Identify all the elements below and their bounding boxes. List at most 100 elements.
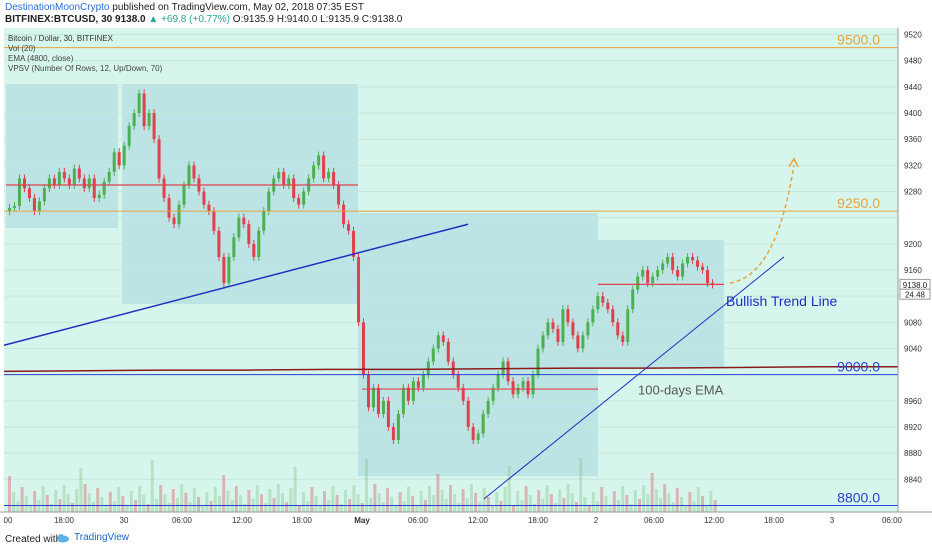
candle (626, 309, 630, 342)
volume-bar (54, 490, 58, 512)
current-price-tag-text: 9138.0 (903, 281, 928, 290)
candle (566, 309, 570, 323)
volume-bar (205, 492, 209, 512)
volume-bar (335, 495, 339, 512)
volume-bar (20, 487, 24, 512)
candle (252, 243, 256, 257)
volume-bar (423, 500, 427, 512)
volume-bar (680, 497, 683, 512)
candle (192, 165, 196, 179)
volume-bar (188, 502, 192, 512)
volume-bar (692, 501, 696, 512)
level-label: 8800.0 (837, 489, 880, 505)
time-tick-label: 18:00 (764, 516, 785, 525)
volume-bar (671, 502, 675, 512)
volume-bar (407, 487, 410, 512)
volume-bar (184, 493, 188, 512)
volume-bar (591, 492, 595, 512)
candle (277, 171, 281, 179)
volume-bar (66, 494, 70, 512)
volume-bar (600, 487, 604, 512)
candle (386, 400, 390, 427)
candle (232, 237, 236, 257)
volume-bar (621, 486, 625, 512)
candle (601, 296, 605, 303)
candle (541, 335, 545, 349)
candle (77, 168, 81, 179)
candle (531, 374, 535, 395)
candle (396, 413, 400, 441)
volume-bar (398, 492, 402, 512)
footer: Created with TradingView (0, 530, 932, 550)
volume-bar (323, 491, 326, 512)
annotation-ema: 100-days EMA (638, 382, 724, 397)
candle (42, 188, 46, 202)
volume-bar (566, 484, 570, 512)
level-label: 9250.0 (837, 195, 880, 211)
price-axis (898, 28, 932, 512)
price-tick-label: 9440 (904, 83, 922, 92)
volume-profile-box (6, 84, 118, 228)
candle (711, 283, 715, 285)
volume-bar (167, 503, 171, 512)
candle (641, 270, 645, 277)
candle (661, 263, 665, 270)
candle (431, 348, 435, 362)
candle (352, 230, 356, 257)
volume-bar (150, 460, 154, 512)
volume-bar (352, 485, 356, 512)
candle (297, 198, 301, 205)
volume-bar (524, 486, 528, 512)
candle (581, 335, 585, 349)
secondary-price-tag (899, 288, 931, 300)
volume-bar (125, 505, 129, 512)
candle (87, 178, 91, 189)
price-tick-label: 9040 (904, 344, 922, 353)
candle (302, 191, 306, 205)
candle (312, 165, 316, 179)
legend-vol: Vol (20) (8, 44, 36, 53)
volume-bar (264, 503, 268, 512)
price-tick-label: 9160 (904, 266, 922, 275)
volume-bar (579, 458, 583, 512)
volume-bar (675, 488, 679, 512)
volume-bar (306, 501, 310, 512)
candle (267, 191, 271, 212)
volume-bar (709, 491, 713, 512)
created-with-text: Created with (5, 534, 62, 545)
candle (461, 387, 465, 401)
volume-bar (197, 497, 200, 512)
volume-bar (642, 485, 646, 512)
candle (676, 270, 680, 277)
candle (162, 178, 166, 199)
volume-bar (146, 504, 150, 512)
candle (187, 165, 191, 185)
tradingview-logo[interactable]: TradingView (56, 532, 129, 543)
candle (426, 361, 430, 375)
price-chart[interactable]: 9500.09500.09250.09250.09000.09000.08800… (0, 28, 932, 528)
volume-bar (71, 503, 74, 512)
candle (167, 198, 171, 218)
candle (117, 152, 121, 166)
volume-bar (239, 495, 242, 512)
volume-bar (482, 488, 486, 512)
volume-bar (411, 496, 415, 512)
candle (27, 188, 31, 199)
candle (421, 374, 425, 388)
cloud-icon (57, 533, 69, 542)
volume-bar (701, 496, 704, 512)
volume-bar (268, 489, 272, 512)
candle (202, 191, 206, 205)
price-tick-label: 9400 (904, 109, 922, 118)
volume-bar (92, 502, 95, 512)
price-tick-label: 9080 (904, 318, 922, 327)
candle (257, 230, 261, 257)
candle (681, 263, 685, 277)
candle (177, 204, 181, 225)
candle (491, 387, 495, 401)
candle (611, 309, 615, 323)
author-link[interactable]: DestinationMoonCrypto (5, 2, 110, 13)
candle (47, 178, 51, 189)
volume-bar (171, 489, 175, 512)
candle (12, 205, 16, 208)
